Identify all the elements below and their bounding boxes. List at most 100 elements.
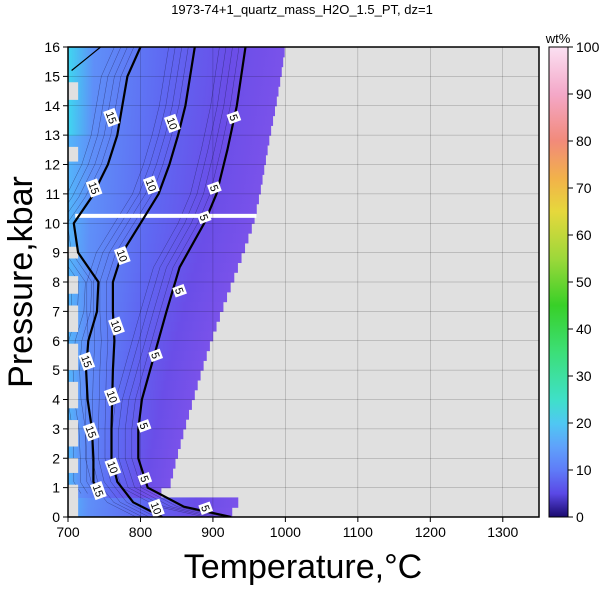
data-gap [68,246,79,259]
contour-label-bg [148,498,165,518]
data-gap [68,343,79,371]
field-band [68,272,235,283]
y-tick-label: 12 [44,157,60,173]
field-band [68,262,238,273]
field-band [68,438,181,450]
contour-label: 5 [148,348,164,363]
field-band [68,144,268,156]
field-band [68,330,214,342]
contour-label-bg [78,351,96,371]
contour-label-text: 10 [108,319,123,335]
colorbar-tick-label: 80 [576,133,592,149]
contour-label: 15 [90,481,107,501]
contour-label: 10 [164,113,181,133]
field-band [68,350,207,361]
field-band [68,154,266,166]
field-band [68,360,204,371]
field-band [68,419,187,430]
field-band [68,282,231,293]
y-tick-label: 5 [52,362,60,378]
thin-isoline [131,47,240,517]
field-band [68,311,220,322]
contour-label: 10 [143,175,160,195]
colorbar-tick-label: 30 [576,368,592,384]
field-band [68,468,174,479]
contour-label: 10 [108,316,125,336]
thin-isoline [118,47,227,517]
colorbar-tick-label: 100 [576,39,600,55]
data-gap [68,276,79,294]
field-band [68,252,242,264]
field-band [68,233,249,244]
field-band [68,242,246,254]
field-band [68,105,275,117]
field-band [68,321,217,332]
data-gap [68,484,79,517]
x-axis-label: Temperature,°C [184,548,422,586]
contour-label: 5 [197,210,212,225]
colorbar-tick-label: 10 [576,462,592,478]
contour-label-text: 5 [197,213,210,223]
field-band [68,301,224,312]
colorbar-tick-label: 0 [576,509,584,525]
contour-label: 10 [148,498,165,518]
contour-label-text: 15 [85,181,100,197]
contour-label-text: 5 [207,183,220,193]
y-tick-label: 2 [52,450,60,466]
field-band [68,56,284,68]
field-band [68,47,285,58]
field-band [68,340,210,352]
contour-label: 5 [226,110,242,125]
y-tick-label: 7 [52,303,60,319]
contour-label-bg [85,178,103,198]
data-gap [75,213,257,218]
field-band [68,291,228,303]
contour-label-text: 5 [137,474,150,484]
contour-label-bg [136,419,152,433]
colorbar-tick-label: 20 [576,415,592,431]
field-band [68,76,281,87]
contour-label: 10 [114,246,131,266]
x-tick-label: 900 [201,524,225,540]
data-gap [68,458,79,473]
contour-label: 5 [207,181,222,195]
field-band [68,164,265,175]
colorbar-label: wt% [545,31,571,46]
thin-isoline [68,47,128,494]
contour-label-text: 10 [114,248,129,264]
field-band [68,409,190,420]
thin-isoline [85,47,169,517]
field-band [68,223,252,234]
x-tick-label: 1300 [487,524,518,540]
contour-label: 5 [136,419,152,433]
contour-label: 15 [78,351,96,371]
y-tick-label: 8 [52,274,60,290]
contour-label: 5 [198,501,214,515]
contour-label: 15 [83,422,100,442]
contour-label-bg [226,110,242,125]
colorbar-gradient [548,46,569,518]
y-tick-label: 15 [44,68,60,84]
y-tick-label: 9 [52,245,60,261]
y-tick-label: 10 [44,215,60,231]
data-gap [68,146,79,162]
x-tick-label: 1100 [343,524,373,540]
contour-label-bg [148,348,164,363]
data-gap [68,305,79,332]
y-tick-label: 0 [52,509,60,525]
contour-label-bg [90,481,107,501]
x-tick-label: 800 [129,524,153,540]
contour-label: 5 [137,472,153,486]
field-band [68,448,179,459]
contour-label-bg [172,284,187,298]
field-band [68,86,279,97]
contour-label-text: 10 [164,116,179,132]
y-tick-label: 13 [44,127,60,143]
thin-isoline [124,47,233,517]
contour-label-text: 15 [103,110,118,126]
colorbar-tick-label: 90 [576,86,592,102]
contour-label-text: 15 [78,354,93,370]
colorbar: wt% 0 10 20 30 40 50 60 70 80 90 100 [545,31,600,525]
field-band [68,389,195,401]
